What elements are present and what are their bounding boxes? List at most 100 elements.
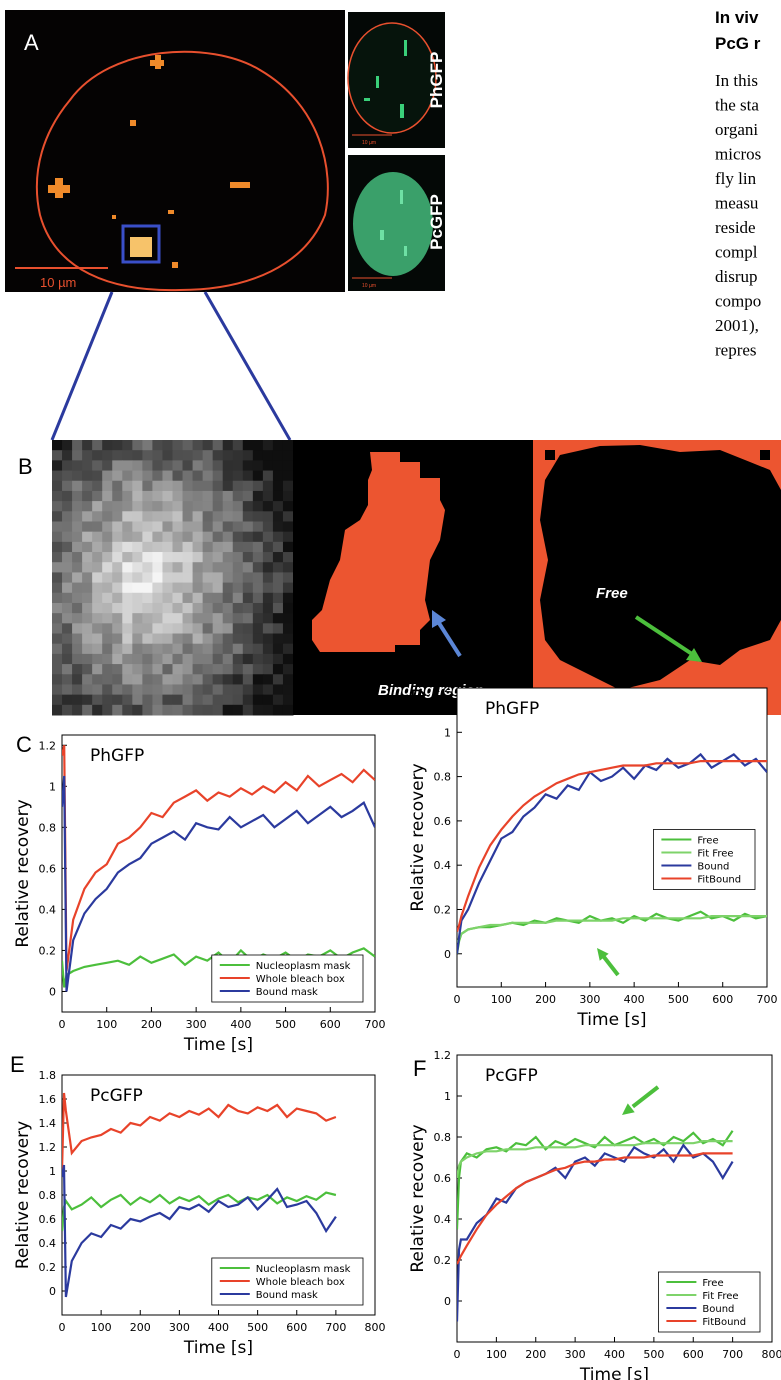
pixel <box>242 470 254 482</box>
series-line <box>62 1191 337 1232</box>
pixel <box>72 684 83 696</box>
pixel <box>92 633 103 645</box>
pixel <box>62 694 73 706</box>
pixel <box>252 521 264 533</box>
pixel <box>62 602 73 614</box>
pixel <box>162 704 173 716</box>
pixel <box>232 643 244 655</box>
pixel <box>72 501 83 512</box>
y-tick-label: 0.2 <box>39 1261 57 1274</box>
pixel <box>92 470 103 482</box>
pixel <box>142 582 153 594</box>
pixel <box>182 602 194 614</box>
pixel <box>262 470 274 482</box>
pixel <box>202 684 214 696</box>
pixel <box>212 572 224 584</box>
pixel <box>182 480 194 492</box>
pixel <box>212 531 224 543</box>
pixel <box>132 694 143 706</box>
pixel <box>242 704 254 716</box>
pixel <box>212 704 224 716</box>
pixel <box>252 501 264 512</box>
pixel <box>272 480 284 492</box>
pixel <box>212 592 224 604</box>
pixel <box>282 613 294 624</box>
pixel <box>52 653 63 665</box>
panel-label: A <box>24 30 39 55</box>
pixel <box>182 501 194 512</box>
pixel <box>102 562 113 573</box>
inset-label: PcGFP <box>427 194 446 250</box>
pixel <box>152 653 163 665</box>
pixel <box>262 511 274 522</box>
pixel <box>72 552 83 563</box>
pixel <box>62 552 73 563</box>
pixel <box>212 490 224 502</box>
pixel <box>62 653 73 665</box>
pixel <box>112 501 123 512</box>
pixel <box>212 440 224 451</box>
x-tick-label: 500 <box>643 1348 664 1361</box>
pixel <box>232 684 244 696</box>
arrow <box>634 615 694 656</box>
pixel <box>102 704 113 716</box>
pixel <box>242 613 254 624</box>
pixel <box>152 450 163 461</box>
pixel <box>102 501 113 512</box>
pixel <box>82 531 93 543</box>
legend-label: Bound <box>702 1304 734 1315</box>
pixel <box>62 460 73 472</box>
pixel <box>82 602 93 614</box>
pixel <box>192 541 204 553</box>
pixel <box>192 562 204 573</box>
pixel <box>192 440 204 451</box>
pixel <box>172 450 184 461</box>
pixel <box>52 684 63 696</box>
pixel <box>252 490 264 502</box>
pixel <box>102 450 113 461</box>
y-tick-label: 1 <box>444 726 451 739</box>
pixel <box>242 592 254 604</box>
pixel <box>172 480 184 492</box>
x-tick-label: 0 <box>454 1348 461 1361</box>
pixel <box>242 582 254 594</box>
y-tick-label: 1 <box>49 780 56 793</box>
pixel <box>132 633 143 645</box>
pixel <box>232 664 244 675</box>
pixel <box>132 572 143 584</box>
pixel <box>102 552 113 563</box>
legend-label: Free <box>697 836 718 847</box>
pixel <box>102 674 113 685</box>
pixel <box>262 552 274 563</box>
pixel <box>162 450 173 461</box>
pixel <box>272 684 284 696</box>
pixel <box>92 694 103 706</box>
pixel <box>162 653 173 665</box>
pixel <box>202 552 214 563</box>
pixel <box>72 572 83 584</box>
pixel <box>172 511 184 522</box>
pixel <box>282 674 294 685</box>
pixel <box>212 552 224 563</box>
pixel <box>82 541 93 553</box>
pixel <box>282 511 294 522</box>
pixel <box>102 531 113 543</box>
pixel <box>132 501 143 512</box>
pixel <box>152 694 163 706</box>
pixel <box>222 684 234 696</box>
pixel <box>212 541 224 553</box>
annotation: Free <box>596 585 628 602</box>
inset-scale-label: 10 µm <box>362 140 376 146</box>
pixel <box>52 582 63 594</box>
pixel <box>172 613 184 624</box>
pixel <box>142 470 153 482</box>
body-line: fly lin <box>715 169 757 188</box>
pixel <box>222 613 234 624</box>
pixel <box>232 480 244 492</box>
pixel <box>202 623 214 635</box>
pixel <box>252 531 264 543</box>
legend-label: Bound mask <box>256 987 318 998</box>
pixel <box>122 704 133 716</box>
legend: Nucleoplasm mask Whole bleach box Bound ma… <box>211 954 364 1003</box>
pixel <box>132 460 143 472</box>
